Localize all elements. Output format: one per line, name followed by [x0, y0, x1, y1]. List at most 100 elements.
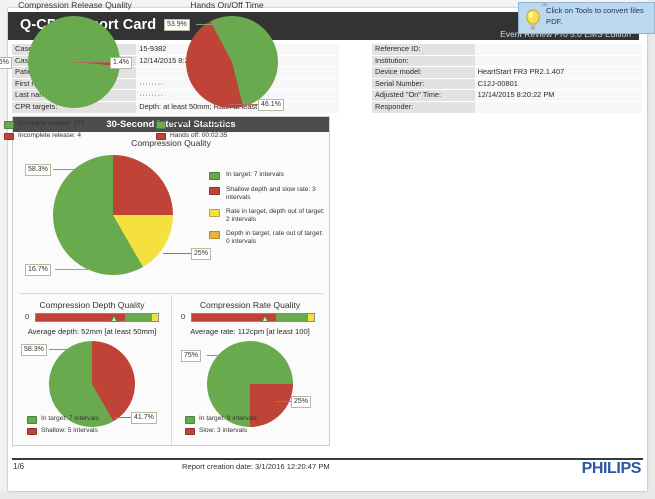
- legend-item: Shallow depth and slow rate: 3 intervals: [209, 186, 327, 202]
- legend-label: In target: 7 intervals: [226, 171, 284, 178]
- device-info-value: C12J-00801: [474, 78, 642, 91]
- page-background-bottom: [0, 491, 655, 499]
- interval-statistics-header: 30-Second Interval Statistics: [13, 117, 329, 132]
- release-leader-1: [16, 62, 30, 63]
- hands-on-off-pie: [186, 16, 278, 108]
- footer-rule: [12, 458, 643, 460]
- compression-quality-legend: In target: 7 intervals Shallow depth and …: [209, 171, 327, 252]
- tooltip-text: Click on Tools to convert files PDF.: [546, 6, 644, 26]
- page-background-right: [647, 0, 655, 499]
- legend-label: In target: 9 intervals: [199, 415, 257, 422]
- legend-item: Hands on: 00:03:02: [156, 120, 296, 129]
- hands-on-off-title: Hands On/Off Time: [190, 0, 264, 10]
- tooltip-caret-icon: [541, 2, 549, 6]
- compression-depth-value-2: 41.7%: [131, 412, 157, 424]
- legend-label: Depth in target, rate out of target: 0 i…: [226, 230, 324, 245]
- compression-quality-value-1: 58.3%: [25, 164, 51, 176]
- legend-swatch: [4, 121, 14, 129]
- legend-swatch: [156, 132, 166, 140]
- device-info-label: Reference ID:: [372, 44, 475, 56]
- legend-swatch: [185, 427, 195, 435]
- legend-swatch: [27, 427, 37, 435]
- compression-quality-leader-2: [163, 253, 195, 254]
- legend-item: Depth in target, rate out of target: 0 i…: [209, 230, 327, 246]
- legend-item: Rate in target, depth out of target: 2 i…: [209, 208, 327, 224]
- page-background-left: [0, 0, 8, 499]
- hands-on-off-legend: Hands on: 00:03:02 Hands off: 00:02:35: [156, 120, 296, 143]
- pdf-convert-tooltip[interactable]: Click on Tools to convert files PDF.: [518, 2, 655, 34]
- philips-logo: PHILIPS: [581, 460, 642, 477]
- legend-swatch: [209, 187, 220, 195]
- legend-label: Hands on: 00:03:02: [170, 120, 228, 127]
- device-info-value: [474, 44, 642, 56]
- compression-release-legend: Complete release: 272 Incomplete release:…: [4, 120, 144, 143]
- legend-item: In target: 7 intervals: [209, 171, 327, 180]
- compression-rate-value-1: 75%: [181, 350, 202, 362]
- release-leader-2: [74, 62, 110, 63]
- legend-item: In target: 7 intervals: [27, 415, 157, 424]
- legend-swatch: [4, 132, 14, 140]
- compression-quality-title: Compression Quality: [131, 138, 211, 148]
- compression-depth-caption: Average depth: 52mm [at least 50mm]: [27, 327, 157, 336]
- rate-leader-2: [275, 401, 293, 402]
- legend-label: Slow: 3 intervals: [199, 426, 248, 434]
- device-info-value: [474, 101, 642, 114]
- page-background-top: [0, 0, 655, 8]
- compression-depth-quality-title: Compression Depth Quality: [39, 300, 145, 310]
- compression-rate-value-2: 25%: [291, 396, 312, 408]
- legend-label: Hands off: 00:02:35: [170, 131, 228, 139]
- legend-item: Hands off: 00:02:35: [156, 131, 296, 140]
- depth-gauge-zero-label: 0: [25, 312, 30, 321]
- table-row: Institution:: [372, 55, 642, 68]
- compression-release-quality-title: Compression Release Quality: [18, 0, 132, 10]
- legend-swatch: [209, 172, 220, 180]
- device-info-label: Responder:: [372, 101, 475, 114]
- table-row: Responder:: [372, 101, 642, 114]
- compression-quality-leader-1: [53, 169, 95, 170]
- compression-depth-pie: [49, 341, 135, 427]
- rate-gauge-zero-label: 0: [181, 312, 186, 321]
- legend-item: Slow: 3 intervals: [185, 426, 315, 435]
- legend-swatch: [209, 209, 220, 217]
- depth-gauge-marker-icon: [110, 315, 118, 322]
- device-info-label: Institution:: [372, 55, 475, 68]
- app-edition-label: Event Review Pro 5.0 EMS Edition: [500, 29, 631, 39]
- legend-label: Shallow: 5 intervals: [41, 426, 98, 434]
- lightbulb-icon: [523, 7, 543, 31]
- compression-quality-value-2: 25%: [191, 248, 212, 260]
- compression-rate-quality-title: Compression Rate Quality: [199, 300, 301, 310]
- legend-swatch: [27, 416, 37, 424]
- legend-item: Shallow: 5 intervals: [27, 426, 157, 435]
- compression-release-value-1: 98.6%: [0, 57, 12, 69]
- report-creation-date: Report creation date: 3/1/2016 12:20:47 …: [182, 462, 330, 471]
- hands-leader-1: [196, 24, 222, 25]
- hands-leader-2: [230, 104, 260, 105]
- compression-quality-pie: [53, 155, 173, 275]
- compression-quality-value-3: 16.7%: [25, 264, 51, 276]
- legend-swatch: [209, 231, 220, 239]
- depth-leader-2: [115, 417, 135, 418]
- legend-label: In target: 7 intervals: [41, 415, 99, 422]
- page-number: 1/6: [13, 462, 25, 471]
- device-info-value: 12/14/2015 8:20:22 PM: [474, 89, 642, 102]
- legend-label: Incomplete release: 4: [18, 131, 82, 139]
- legend-swatch: [156, 121, 166, 129]
- compression-depth-value-1: 58.3%: [21, 344, 47, 356]
- panel-divider-1: [19, 293, 323, 294]
- case-info-table-right: Reference ID: Institution: Device model: He…: [372, 44, 642, 114]
- device-info-label: Serial Number:: [372, 78, 475, 91]
- compression-release-value-2: 1.4%: [110, 57, 132, 69]
- legend-item: Incomplete release: 4: [4, 131, 144, 140]
- device-info-label: Device model:: [372, 66, 475, 79]
- table-row: Device model: HeartStart FR3 PR2.1.407: [372, 66, 642, 79]
- legend-swatch: [185, 416, 195, 424]
- compression-rate-legend: In target: 9 intervals Slow: 3 intervals: [185, 415, 315, 438]
- device-info-value: [474, 55, 642, 68]
- depth-leader-1: [49, 349, 75, 350]
- hands-on-off-value-2: 46.1%: [258, 99, 284, 111]
- compression-rate-caption: Average rate: 112cpm [at least 100]: [190, 327, 310, 336]
- table-row: Serial Number: C12J-00801: [372, 78, 642, 91]
- legend-label: Shallow depth and slow rate: 3 intervals: [226, 186, 316, 201]
- release-hands-charts: Compression Release Quality 98.6% 1.4% H…: [0, 0, 302, 220]
